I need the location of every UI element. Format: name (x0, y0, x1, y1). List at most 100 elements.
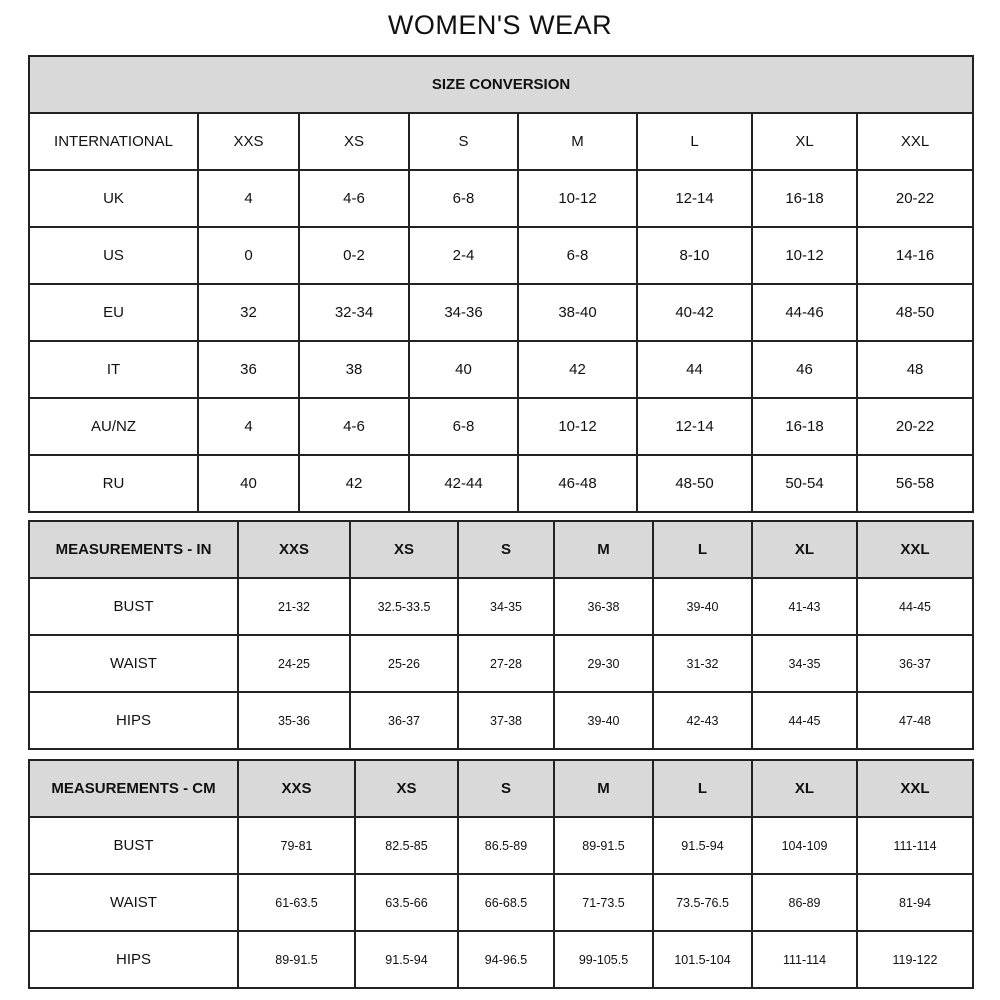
table-cell: 31-32 (652, 634, 753, 693)
row-header-label: MEASUREMENTS - CM (28, 759, 239, 818)
column-header: XS (298, 112, 410, 171)
table-cell: 20-22 (855, 397, 975, 456)
table-cell: 40 (408, 340, 519, 399)
column-header: L (636, 112, 753, 171)
column-header: M (517, 112, 638, 171)
table-cell: 38-40 (517, 283, 638, 342)
table-cell: 36-37 (349, 691, 459, 750)
row-label: UK (28, 169, 199, 228)
column-header: L (652, 759, 753, 818)
table-cell: 39-40 (652, 577, 753, 636)
table-cell: 44-46 (751, 283, 858, 342)
table-row: HIPS 35-36 36-37 37-38 39-40 42-43 44-45 47-48 (28, 691, 974, 750)
table-cell: 16-18 (751, 169, 858, 228)
table-cell: 36-37 (856, 634, 974, 693)
table-cell: 2-4 (408, 226, 519, 285)
column-header: XS (349, 520, 459, 579)
table-cell: 38 (298, 340, 410, 399)
table-cell: 0 (197, 226, 300, 285)
row-label: HIPS (28, 691, 239, 750)
column-header: XL (751, 759, 858, 818)
table-cell: 34-35 (457, 577, 555, 636)
table-cell: 63.5-66 (354, 873, 459, 932)
table-cell: 50-54 (751, 454, 858, 513)
table-row: HIPS 89-91.5 91.5-94 94-96.5 99-105.5 101.5-1… (28, 930, 974, 989)
table-cell: 14-16 (855, 226, 975, 285)
table-cell: 111-114 (856, 816, 974, 875)
row-label: HIPS (28, 930, 239, 989)
table-cell: 56-58 (855, 454, 975, 513)
table-cell: 48 (855, 340, 975, 399)
table-cell: 12-14 (636, 169, 753, 228)
column-header: XXS (197, 112, 300, 171)
column-header: S (457, 520, 555, 579)
column-header: XXL (855, 112, 975, 171)
table-row: US 0 0-2 2-4 6-8 8-10 10-12 14-16 (28, 226, 975, 285)
table-cell: 36 (197, 340, 300, 399)
table-cell: 91.5-94 (354, 930, 459, 989)
table-cell: 81-94 (856, 873, 974, 932)
row-label: US (28, 226, 199, 285)
table-cell: 104-109 (751, 816, 858, 875)
measurements-in-table: MEASUREMENTS - IN XXS XS S M L XL XXL BUST 21-32 3… (28, 520, 974, 750)
table-cell: 46 (751, 340, 858, 399)
table-cell: 73.5-76.5 (652, 873, 753, 932)
page-title: WOMEN'S WEAR (387, 10, 613, 40)
table-row: RU 40 42 42-44 46-48 48-50 50-54 56-58 (28, 454, 975, 513)
table-cell: 4 (197, 169, 300, 228)
table-row: EU 32 32-34 34-36 38-40 40-42 44-46 48-50 (28, 283, 975, 342)
table-cell: 94-96.5 (457, 930, 555, 989)
table-cell: 4 (197, 397, 300, 456)
table-cell: 40-42 (636, 283, 753, 342)
table-cell: 32-34 (298, 283, 410, 342)
table-cell: 119-122 (856, 930, 974, 989)
table-cell: 20-22 (855, 169, 975, 228)
table-cell: 10-12 (517, 169, 638, 228)
header-row: MEASUREMENTS - IN XXS XS S M L XL XXL (28, 520, 974, 579)
table-cell: 34-35 (751, 634, 858, 693)
table-cell: 6-8 (408, 397, 519, 456)
table-cell: 16-18 (751, 397, 858, 456)
header-row: MEASUREMENTS - CM XXS XS S M L XL XXL (28, 759, 974, 818)
table-cell: 79-81 (237, 816, 356, 875)
table-cell: 6-8 (408, 169, 519, 228)
table-cell: 8-10 (636, 226, 753, 285)
column-header: S (408, 112, 519, 171)
table-cell: 44-45 (856, 577, 974, 636)
table-row: WAIST 24-25 25-26 27-28 29-30 31-32 34-35 36-37 (28, 634, 974, 693)
table-cell: 48-50 (855, 283, 975, 342)
row-label: BUST (28, 816, 239, 875)
table-cell: 34-36 (408, 283, 519, 342)
table-cell: 4-6 (298, 397, 410, 456)
table-cell: 89-91.5 (237, 930, 356, 989)
table-row: IT 36 38 40 42 44 46 48 (28, 340, 975, 399)
column-header: XL (751, 520, 858, 579)
size-conversion-table: SIZE CONVERSION INTERNATIONAL XXS XS S M L XL XX… (27, 55, 975, 513)
table-cell: 42 (298, 454, 410, 513)
table-cell: 32 (197, 283, 300, 342)
row-header-label: INTERNATIONAL (28, 112, 199, 171)
table-cell: 48-50 (636, 454, 753, 513)
table-cell: 21-32 (237, 577, 351, 636)
column-header: XS (354, 759, 459, 818)
row-label: AU/NZ (28, 397, 199, 456)
table-cell: 24-25 (237, 634, 351, 693)
column-header: XXL (856, 759, 974, 818)
table-cell: 4-6 (298, 169, 410, 228)
row-header-label: MEASUREMENTS - IN (28, 520, 239, 579)
table-cell: 42-44 (408, 454, 519, 513)
table-cell: 42-43 (652, 691, 753, 750)
table-cell: 0-2 (298, 226, 410, 285)
table-cell: 29-30 (553, 634, 654, 693)
table-cell: 71-73.5 (553, 873, 654, 932)
row-label: BUST (28, 577, 239, 636)
table-cell: 44-45 (751, 691, 858, 750)
table-cell: 37-38 (457, 691, 555, 750)
measurements-cm-table: MEASUREMENTS - CM XXS XS S M L XL XXL BUST 79-81 8… (28, 759, 974, 989)
table-cell: 36-38 (553, 577, 654, 636)
table-cell: 42 (517, 340, 638, 399)
table-row: BUST 79-81 82.5-85 86.5-89 89-91.5 91.5-94 104… (28, 816, 974, 875)
row-label: WAIST (28, 634, 239, 693)
header-row: INTERNATIONAL XXS XS S M L XL XXL (28, 112, 975, 171)
column-header: XL (751, 112, 858, 171)
